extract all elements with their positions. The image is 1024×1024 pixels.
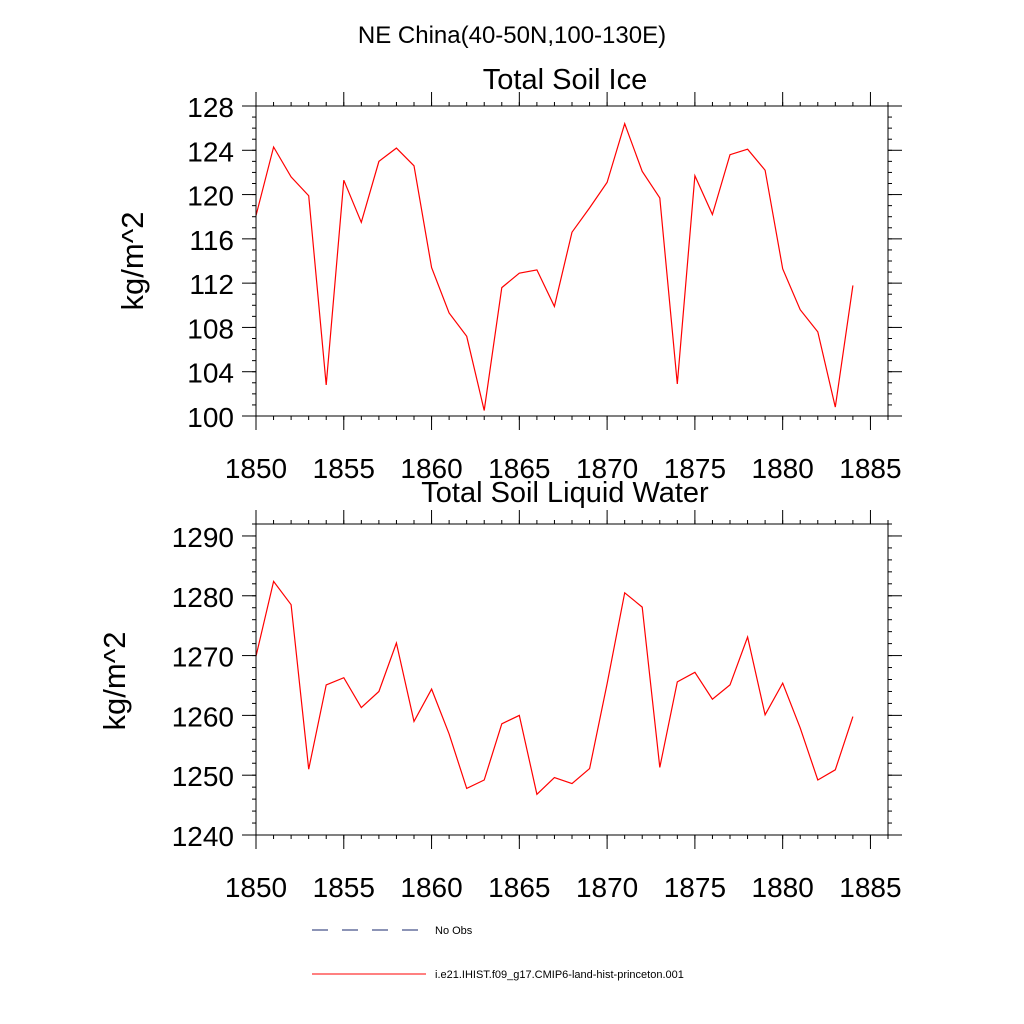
x-tick-label: 1875	[664, 453, 726, 484]
panel-soil-ice-title: Total Soil Ice	[483, 64, 647, 96]
panel-soil-ice-y-ticks: 100 104 108 112 116 120 124 128	[187, 92, 902, 433]
y-tick-label: 116	[189, 225, 234, 256]
y-tick-label: 112	[189, 269, 234, 300]
y-tick-label: 120	[187, 181, 234, 212]
x-tick-label: 1875	[664, 872, 726, 903]
panel-soil-ice-x-ticks: 1850 1855 1860 1865 1870 1875 1880 1885	[225, 92, 902, 484]
x-tick-label: 1855	[313, 453, 375, 484]
y-tick-label: 108	[187, 313, 234, 344]
panel-soil-liquid-water-series	[255, 580, 854, 796]
y-tick-label: 1240	[172, 821, 234, 852]
x-tick-label: 1870	[576, 872, 638, 903]
y-tick-label: 128	[187, 92, 234, 123]
y-tick-label: 100	[187, 402, 234, 433]
legend-label-no-obs: No Obs	[435, 925, 473, 937]
x-tick-label: 1880	[752, 453, 814, 484]
y-tick-label: 124	[187, 136, 234, 167]
x-tick-label: 1855	[313, 872, 375, 903]
x-tick-label: 1885	[839, 453, 901, 484]
series-line-soil-liquid-water	[255, 580, 854, 796]
x-tick-label: 1860	[400, 453, 462, 484]
panel-soil-ice-frame	[255, 105, 889, 417]
x-tick-label: 1880	[752, 872, 814, 903]
x-tick-label: 1850	[225, 453, 287, 484]
legend-label-model: i.e21.IHIST.f09_g17.CMIP6-land-hist-prin…	[435, 969, 684, 981]
panel-soil-liquid-water-y-ticks: 1240 1250 1260 1270 1280 1290	[172, 522, 902, 852]
x-tick-label: 1885	[839, 872, 901, 903]
panel-soil-ice-series	[255, 121, 854, 411]
x-tick-label: 1865	[488, 872, 550, 903]
y-tick-label: 1250	[172, 761, 234, 792]
panel-soil-ice: Total Soil Ice kg/m^2 100 104 108 112 116 120…	[115, 64, 902, 484]
x-tick-label: 1865	[488, 453, 550, 484]
panel-soil-ice-ylabel: kg/m^2	[115, 212, 150, 311]
panel-soil-liquid-water-frame	[255, 523, 889, 836]
panel-soil-liquid-water-ylabel: kg/m^2	[97, 632, 132, 731]
x-tick-label: 1870	[576, 453, 638, 484]
series-line-soil-ice	[255, 121, 854, 411]
y-tick-label: 104	[187, 358, 234, 389]
panel-soil-liquid-water: Total Soil Liquid Water kg/m^2 124012501…	[97, 477, 902, 903]
legend: No Obs i.e21.IHIST.f09_g17.CMIP6-land-hi…	[312, 925, 684, 981]
x-tick-label: 1850	[225, 872, 287, 903]
y-tick-label: 1290	[172, 522, 234, 553]
x-tick-label: 1860	[400, 872, 462, 903]
figure-title: NE China(40-50N,100-130E)	[358, 22, 666, 49]
y-tick-label: 1270	[172, 642, 234, 673]
panel-soil-liquid-water-title: Total Soil Liquid Water	[421, 477, 709, 509]
y-tick-label: 1280	[172, 582, 234, 613]
y-tick-label: 1260	[172, 701, 234, 732]
panel-soil-liquid-water-x-ticks: 1850 1855 1860 1865 1870 1875 1880 1885	[225, 510, 902, 903]
